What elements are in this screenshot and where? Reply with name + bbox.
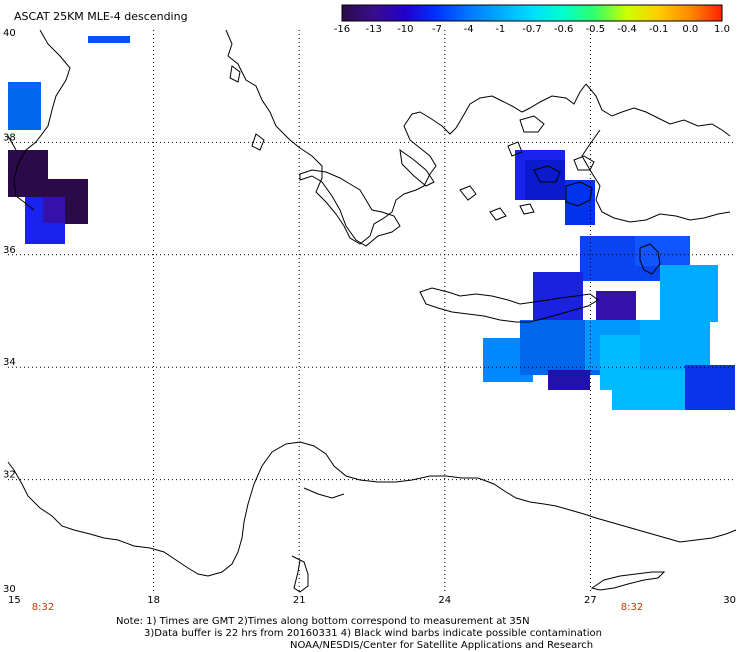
swath-cell bbox=[8, 82, 41, 130]
colorbar-tick-label: -10 bbox=[397, 24, 413, 35]
lon-label: 27 bbox=[584, 595, 597, 606]
coastline-turkey bbox=[582, 130, 730, 222]
swath-cell bbox=[43, 197, 65, 223]
swath-cell bbox=[88, 36, 130, 43]
colorbar-gradient bbox=[342, 5, 722, 21]
colorbar-tick-label: -7 bbox=[432, 24, 442, 35]
lon-label: 30 bbox=[723, 595, 736, 606]
colorbar-tick-label: -0.4 bbox=[617, 24, 637, 35]
lat-label: 30 bbox=[3, 584, 16, 595]
lon-label: 24 bbox=[438, 595, 451, 606]
swath-cell bbox=[640, 320, 710, 370]
colorbar-tick-label: -4 bbox=[464, 24, 474, 35]
colorbar: -16 -13 -10 -7 -4 -1 -0.7 -0.6 -0.5 -0.4 -0.1 0.0 1.… bbox=[334, 5, 730, 35]
colorbar-tick-label: -0.7 bbox=[522, 24, 542, 35]
map-title: ASCAT 25KM MLE-4 descending bbox=[14, 10, 188, 23]
colorbar-tick-label: 1.0 bbox=[714, 24, 730, 35]
colorbar-tick-label: -13 bbox=[365, 24, 381, 35]
colorbar-tick-label: -16 bbox=[334, 24, 350, 35]
coastline-island bbox=[252, 134, 264, 150]
colorbar-tick-label: -0.5 bbox=[586, 24, 606, 35]
swath-cell bbox=[635, 236, 690, 266]
coastline-islet bbox=[292, 556, 308, 592]
colorbar-tick-label: -0.1 bbox=[649, 24, 669, 35]
coastline-turkey bbox=[586, 84, 730, 136]
lat-label: 40 bbox=[3, 28, 16, 39]
coastline-cyprus bbox=[592, 572, 664, 590]
coastline-libya bbox=[8, 442, 736, 576]
colorbar-tick-label: -1 bbox=[495, 24, 505, 35]
coastline-peloponnese bbox=[300, 170, 400, 246]
lat-label: 34 bbox=[3, 357, 16, 368]
colorbar-tick-label: -0.6 bbox=[554, 24, 574, 35]
lon-label: 15 bbox=[8, 595, 21, 606]
colorbar-tick-label: 0.0 bbox=[682, 24, 698, 35]
lon-label: 21 bbox=[293, 595, 306, 606]
coastline-island bbox=[520, 204, 534, 214]
swath-cell bbox=[596, 291, 636, 321]
data-swath-layer bbox=[8, 36, 735, 410]
note-line-2: 3)Data buffer is 22 hrs from 20160331 4)… bbox=[144, 628, 602, 640]
lat-label: 36 bbox=[3, 245, 16, 256]
swath-cell bbox=[660, 265, 718, 322]
swath-cell bbox=[8, 150, 48, 197]
coastline-island bbox=[520, 116, 544, 132]
coastline-cyrenaica bbox=[304, 488, 344, 498]
time-label: 8:32 bbox=[621, 602, 643, 613]
swath-cell bbox=[548, 370, 590, 390]
swath-cell bbox=[612, 370, 687, 410]
lat-label: 32 bbox=[3, 470, 16, 481]
coastline-island bbox=[460, 186, 476, 200]
coastline-island bbox=[490, 208, 506, 220]
time-label: 8:32 bbox=[32, 602, 54, 613]
lon-label: 18 bbox=[147, 595, 160, 606]
note-line-1: Note: 1) Times are GMT 2)Times along bot… bbox=[116, 616, 530, 628]
swath-cell bbox=[525, 160, 565, 200]
map-canvas: -16 -13 -10 -7 -4 -1 -0.7 -0.6 -0.5 -0.4 -0.1 0.0 1.… bbox=[0, 0, 740, 650]
swath-cell bbox=[685, 365, 735, 410]
coastline-island bbox=[574, 156, 594, 170]
note-line-3: NOAA/NESDIS/Center for Satellite Applica… bbox=[290, 640, 593, 652]
coastline-island bbox=[230, 66, 240, 82]
lat-label: 38 bbox=[3, 132, 16, 143]
